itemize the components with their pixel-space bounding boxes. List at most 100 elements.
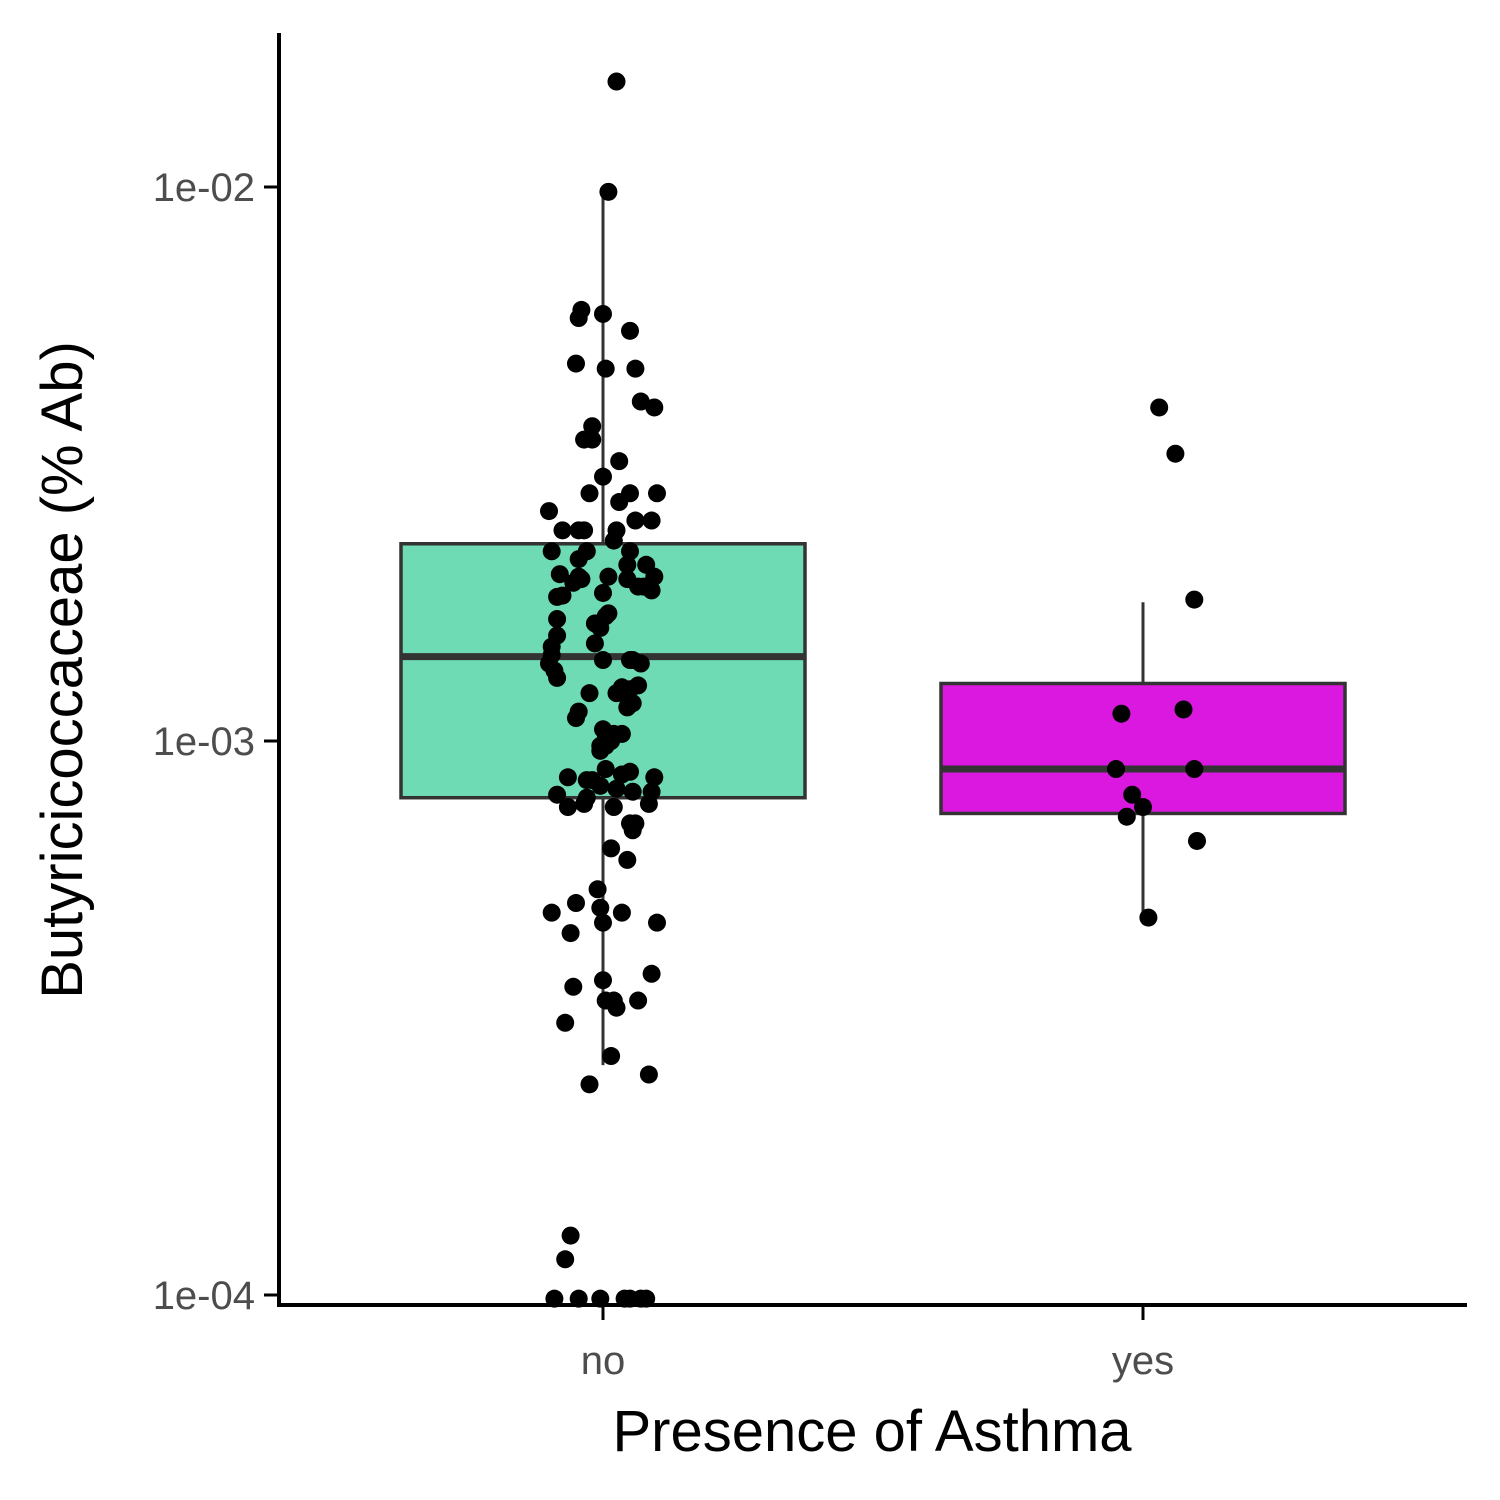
data-point-no-27 — [604, 531, 623, 550]
data-point-no-119 — [556, 1013, 575, 1032]
data-point-no-11 — [583, 417, 602, 436]
data-point-no-97 — [639, 794, 658, 813]
data-point-yes-140 — [1134, 798, 1152, 817]
data-point-no-108 — [542, 903, 561, 922]
data-point-no-51 — [591, 618, 610, 637]
data-point-no-7 — [596, 359, 615, 378]
data-point-yes-137 — [1107, 760, 1125, 779]
data-point-no-96 — [558, 798, 577, 817]
box-body-yes — [939, 681, 1347, 816]
data-point-no-103 — [618, 850, 637, 869]
data-point-no-62 — [548, 668, 567, 687]
x-tick-label-no: no — [581, 1339, 626, 1383]
data-point-no-49 — [548, 610, 567, 629]
data-point-no-84 — [612, 765, 631, 784]
data-point-yes-139 — [1123, 785, 1142, 804]
data-point-no-40 — [564, 573, 583, 592]
data-point-no-107 — [612, 903, 631, 922]
data-point-no-90 — [607, 779, 626, 798]
data-point-no-122 — [580, 1075, 599, 1094]
data-point-no-104 — [588, 880, 607, 899]
data-point-yes-141 — [1117, 807, 1136, 826]
data-point-no-85 — [645, 768, 664, 787]
x-tick-label-yes: yes — [1112, 1339, 1174, 1383]
data-point-no-82 — [596, 760, 615, 779]
data-point-no-72 — [567, 709, 585, 728]
data-point-yes-136 — [1112, 704, 1131, 723]
data-point-yes-132 — [1150, 398, 1169, 417]
y-axis-title: Butyricicoccaceae (% Ab) — [30, 341, 95, 999]
data-point-no-102 — [602, 839, 621, 858]
data-point-no-53 — [585, 634, 604, 653]
data-point-no-4 — [594, 304, 612, 323]
data-point-no-5 — [621, 321, 639, 340]
data-point-no-30 — [621, 542, 639, 561]
data-point-no-15 — [594, 467, 612, 486]
data-point-no-36 — [599, 567, 618, 586]
data-point-yes-133 — [1166, 444, 1185, 463]
data-point-no-98 — [604, 798, 623, 817]
data-point-no-34 — [550, 565, 569, 584]
y-tick-label-1: 1e-03 — [153, 720, 255, 764]
data-point-no-21 — [642, 511, 661, 530]
data-point-no-28 — [542, 542, 561, 561]
data-point-no-13 — [583, 430, 602, 449]
data-point-no-14 — [610, 452, 629, 471]
y-tick-label-2: 1e-04 — [153, 1274, 255, 1318]
data-point-no-124 — [556, 1250, 575, 1269]
data-point-no-123 — [561, 1226, 580, 1245]
data-point-no-91 — [623, 782, 642, 801]
data-point-no-105 — [567, 894, 585, 913]
data-point-no-118 — [607, 998, 626, 1017]
data-point-no-106 — [591, 898, 610, 917]
data-point-no-111 — [561, 924, 580, 943]
data-point-no-115 — [629, 991, 648, 1010]
data-point-no-67 — [580, 684, 599, 703]
data-point-no-112 — [642, 964, 661, 983]
data-point-no-93 — [548, 785, 567, 804]
data-point-no-89 — [591, 776, 610, 795]
data-point-no-46 — [553, 586, 572, 605]
data-point-yes-142 — [1188, 831, 1206, 850]
data-point-no-10 — [645, 398, 664, 417]
axes-layer — [277, 33, 1467, 1307]
data-point-no-6 — [567, 354, 585, 373]
box-yes — [939, 602, 1347, 918]
data-point-no-3 — [569, 309, 588, 328]
data-point-no-114 — [564, 977, 583, 996]
data-point-no-16 — [648, 484, 666, 503]
data-point-no-70 — [618, 698, 637, 717]
data-point-no-1 — [599, 182, 618, 201]
data-point-no-81 — [602, 732, 621, 750]
data-point-no-86 — [558, 768, 577, 787]
data-point-yes-135 — [1174, 700, 1193, 719]
data-point-no-25 — [575, 521, 594, 540]
data-point-no-113 — [594, 971, 612, 990]
data-point-no-109 — [594, 913, 612, 932]
data-point-no-0 — [607, 72, 626, 91]
x-axis-title: Presence of Asthma — [612, 1399, 1132, 1464]
boxes-layer — [399, 194, 1347, 1066]
data-point-no-20 — [540, 502, 558, 521]
data-point-no-121 — [639, 1065, 658, 1084]
data-point-no-59 — [631, 654, 650, 673]
data-point-yes-134 — [1185, 590, 1204, 609]
data-point-no-110 — [648, 913, 666, 932]
data-point-yes-138 — [1185, 760, 1204, 779]
data-point-no-101 — [623, 821, 642, 840]
data-point-no-120 — [602, 1047, 621, 1066]
data-point-no-44 — [594, 583, 612, 602]
data-point-no-23 — [553, 521, 572, 540]
data-point-no-22 — [626, 511, 645, 530]
data-point-no-43 — [642, 581, 661, 600]
data-point-no-32 — [618, 555, 637, 574]
data-point-yes-143 — [1139, 908, 1158, 927]
data-point-no-56 — [594, 651, 612, 670]
data-point-no-95 — [575, 794, 594, 813]
y-tick-label-0: 1e-02 — [153, 166, 255, 210]
data-point-no-9 — [631, 392, 650, 411]
points-layer — [540, 72, 1206, 1308]
data-point-no-17 — [580, 484, 599, 503]
ticks-layer: 1e-02 1e-03 1e-04 no yes — [153, 166, 1174, 1383]
